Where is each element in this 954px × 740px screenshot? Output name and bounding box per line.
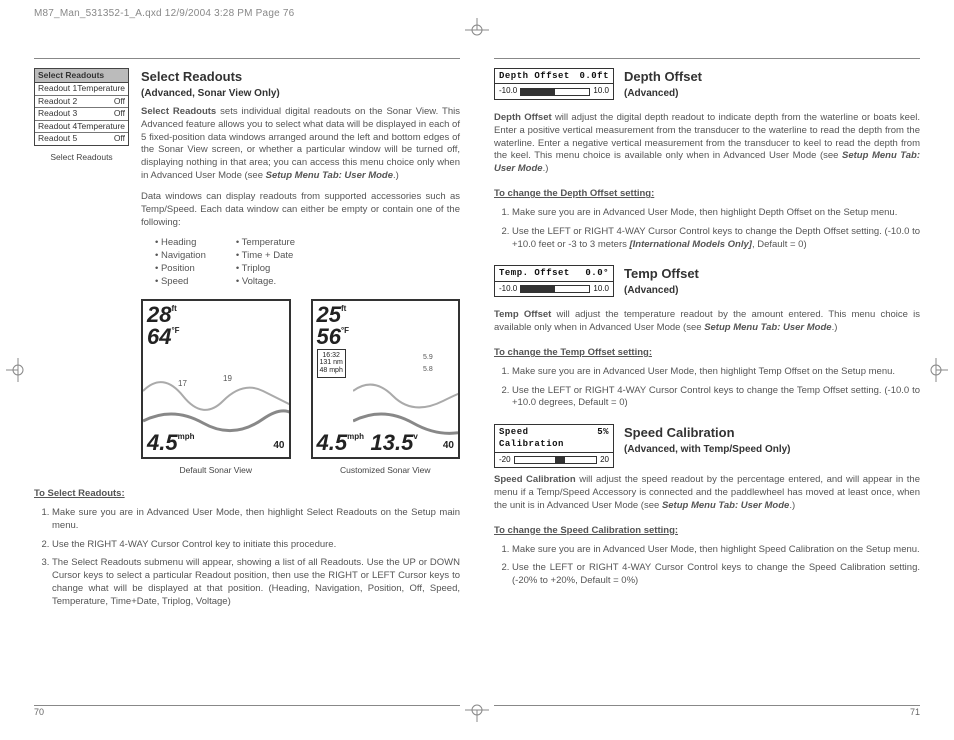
proc-title-select: To Select Readouts: xyxy=(34,488,460,501)
bullet-item: Triplog xyxy=(236,263,295,276)
bullet-item: Navigation xyxy=(155,250,206,263)
bullet-item: Temperature xyxy=(236,237,295,250)
speed-subtitle: (Advanced, with Temp/Speed Only) xyxy=(624,443,791,457)
depth-subtitle: (Advanced) xyxy=(624,87,702,101)
depth-proc-title: To change the Depth Offset setting: xyxy=(494,188,920,201)
speed-paragraph: Speed Calibration will adjust the speed … xyxy=(494,474,920,512)
temp-subtitle: (Advanced) xyxy=(624,284,699,298)
depth-title: Depth Offset xyxy=(624,68,702,86)
section-depth: Depth Offset0.0ft-10.010.0 Depth Offset(A… xyxy=(494,68,920,251)
page-70: Select Readouts Readout 1TemperatureRead… xyxy=(34,58,460,690)
speed-proc-title: To change the Speed Calibration setting: xyxy=(494,525,920,538)
speed-title: Speed Calibration xyxy=(624,424,791,442)
print-slug: M87_Man_531352-1_A.qxd 12/9/2004 3:28 PM… xyxy=(34,8,294,19)
proc-step: Make sure you are in Advanced User Mode,… xyxy=(512,207,920,220)
proc-list-select: Make sure you are in Advanced User Mode,… xyxy=(52,507,460,609)
bullet-item: Voltage. xyxy=(236,276,295,289)
fig-custom-caption: Customized Sonar View xyxy=(311,465,461,476)
default-sonar-view: 28ft 64°F 4.5mph 40 17 19 xyxy=(141,299,291,459)
section-subtitle: (Advanced, Sonar View Only) xyxy=(141,87,460,101)
crop-mark-left xyxy=(6,355,24,385)
page-number-71: 71 xyxy=(910,706,920,718)
svg-text:17: 17 xyxy=(178,379,187,388)
menu-title: Select Readouts xyxy=(35,69,128,83)
temp-paragraph: Temp Offset will adjust the temperature … xyxy=(494,309,920,335)
paragraph-1: Select Readouts sets individual digital … xyxy=(141,106,460,183)
sonar-figures: 28ft 64°F 4.5mph 40 17 19 Default Sonar … xyxy=(141,299,460,476)
menu-caption: Select Readouts xyxy=(34,152,129,163)
proc-step: Make sure you are in Advanced User Mode,… xyxy=(512,544,920,557)
section-temp: Temp. Offset0.0°-10.010.0 Temp Offset(Adv… xyxy=(494,265,920,410)
speed-slider: Speed Calibration5%-2020 xyxy=(494,424,614,468)
section-title-select-readouts: Select Readouts xyxy=(141,68,460,86)
crop-mark-top xyxy=(462,18,492,36)
page-71: Depth Offset0.0ft-10.010.0Depth Offset(A… xyxy=(494,58,920,690)
section-speed: Speed Calibration5%-2020 Speed Calibratio… xyxy=(494,424,920,588)
depth-slider: Depth Offset0.0ft-10.010.0 xyxy=(494,68,614,100)
proc-step: Use the LEFT or RIGHT 4-WAY Cursor Contr… xyxy=(512,562,920,588)
svg-text:5.8: 5.8 xyxy=(423,366,433,373)
fig-default: 28ft 64°F 4.5mph 40 17 19 Default Sonar … xyxy=(141,299,291,476)
lead-bold: Select Readouts xyxy=(141,106,216,117)
temp-slider: Temp. Offset0.0°-10.010.0 xyxy=(494,265,614,297)
proc-step: Make sure you are in Advanced User Mode,… xyxy=(52,507,460,533)
page-number-70: 70 xyxy=(34,706,44,718)
left-body: Select Readouts (Advanced, Sonar View On… xyxy=(141,68,460,690)
depth-paragraph: Depth Offset will adjust the digital dep… xyxy=(494,112,920,176)
temp-proc-list: Make sure you are in Advanced User Mode,… xyxy=(512,366,920,410)
proc-step: Use the LEFT or RIGHT 4-WAY Cursor Contr… xyxy=(512,385,920,411)
select-readouts-menu: Select Readouts Readout 1TemperatureRead… xyxy=(34,68,129,146)
crop-mark-right xyxy=(930,355,948,385)
depth-proc-list: Make sure you are in Advanced User Mode,… xyxy=(512,207,920,251)
temp-title: Temp Offset xyxy=(624,265,699,283)
temp-proc-title: To change the Temp Offset setting: xyxy=(494,347,920,360)
fig-custom: 25ft 56°F 16:32131 nm48 mph 4.5mph 13.5v… xyxy=(311,299,461,476)
menu-row: Readout 1Temperature xyxy=(35,83,128,95)
svg-text:5.9: 5.9 xyxy=(423,354,433,361)
bullet-item: Heading xyxy=(155,237,206,250)
menu-row: Readout 4Temperature xyxy=(35,121,128,133)
proc-step: Use the RIGHT 4-WAY Cursor Control key t… xyxy=(52,539,460,552)
customized-sonar-view: 25ft 56°F 16:32131 nm48 mph 4.5mph 13.5v… xyxy=(311,299,461,459)
fig-default-caption: Default Sonar View xyxy=(141,465,291,476)
menu-row: Readout 2Off xyxy=(35,96,128,108)
bullet-item: Position xyxy=(155,263,206,276)
readout-bullets: HeadingNavigationPositionSpeed Temperatur… xyxy=(155,237,460,288)
page-spread: Select Readouts Readout 1TemperatureRead… xyxy=(34,58,920,690)
speed-proc-list: Make sure you are in Advanced User Mode,… xyxy=(512,544,920,588)
svg-text:19: 19 xyxy=(223,374,232,383)
crop-mark-bottom xyxy=(462,704,492,722)
menu-row: Readout 3Off xyxy=(35,108,128,120)
proc-step: Use the LEFT or RIGHT 4-WAY Cursor Contr… xyxy=(512,226,920,252)
proc-step: The Select Readouts submenu will appear,… xyxy=(52,557,460,608)
menu-row: Readout 5Off xyxy=(35,133,128,144)
paragraph-2: Data windows can display readouts from s… xyxy=(141,191,460,229)
proc-step: Make sure you are in Advanced User Mode,… xyxy=(512,366,920,379)
p1-tail: .) xyxy=(393,170,399,181)
bullet-item: Time + Date xyxy=(236,250,295,263)
bullet-item: Speed xyxy=(155,276,206,289)
ref-1: Setup Menu Tab: User Mode xyxy=(266,170,393,181)
